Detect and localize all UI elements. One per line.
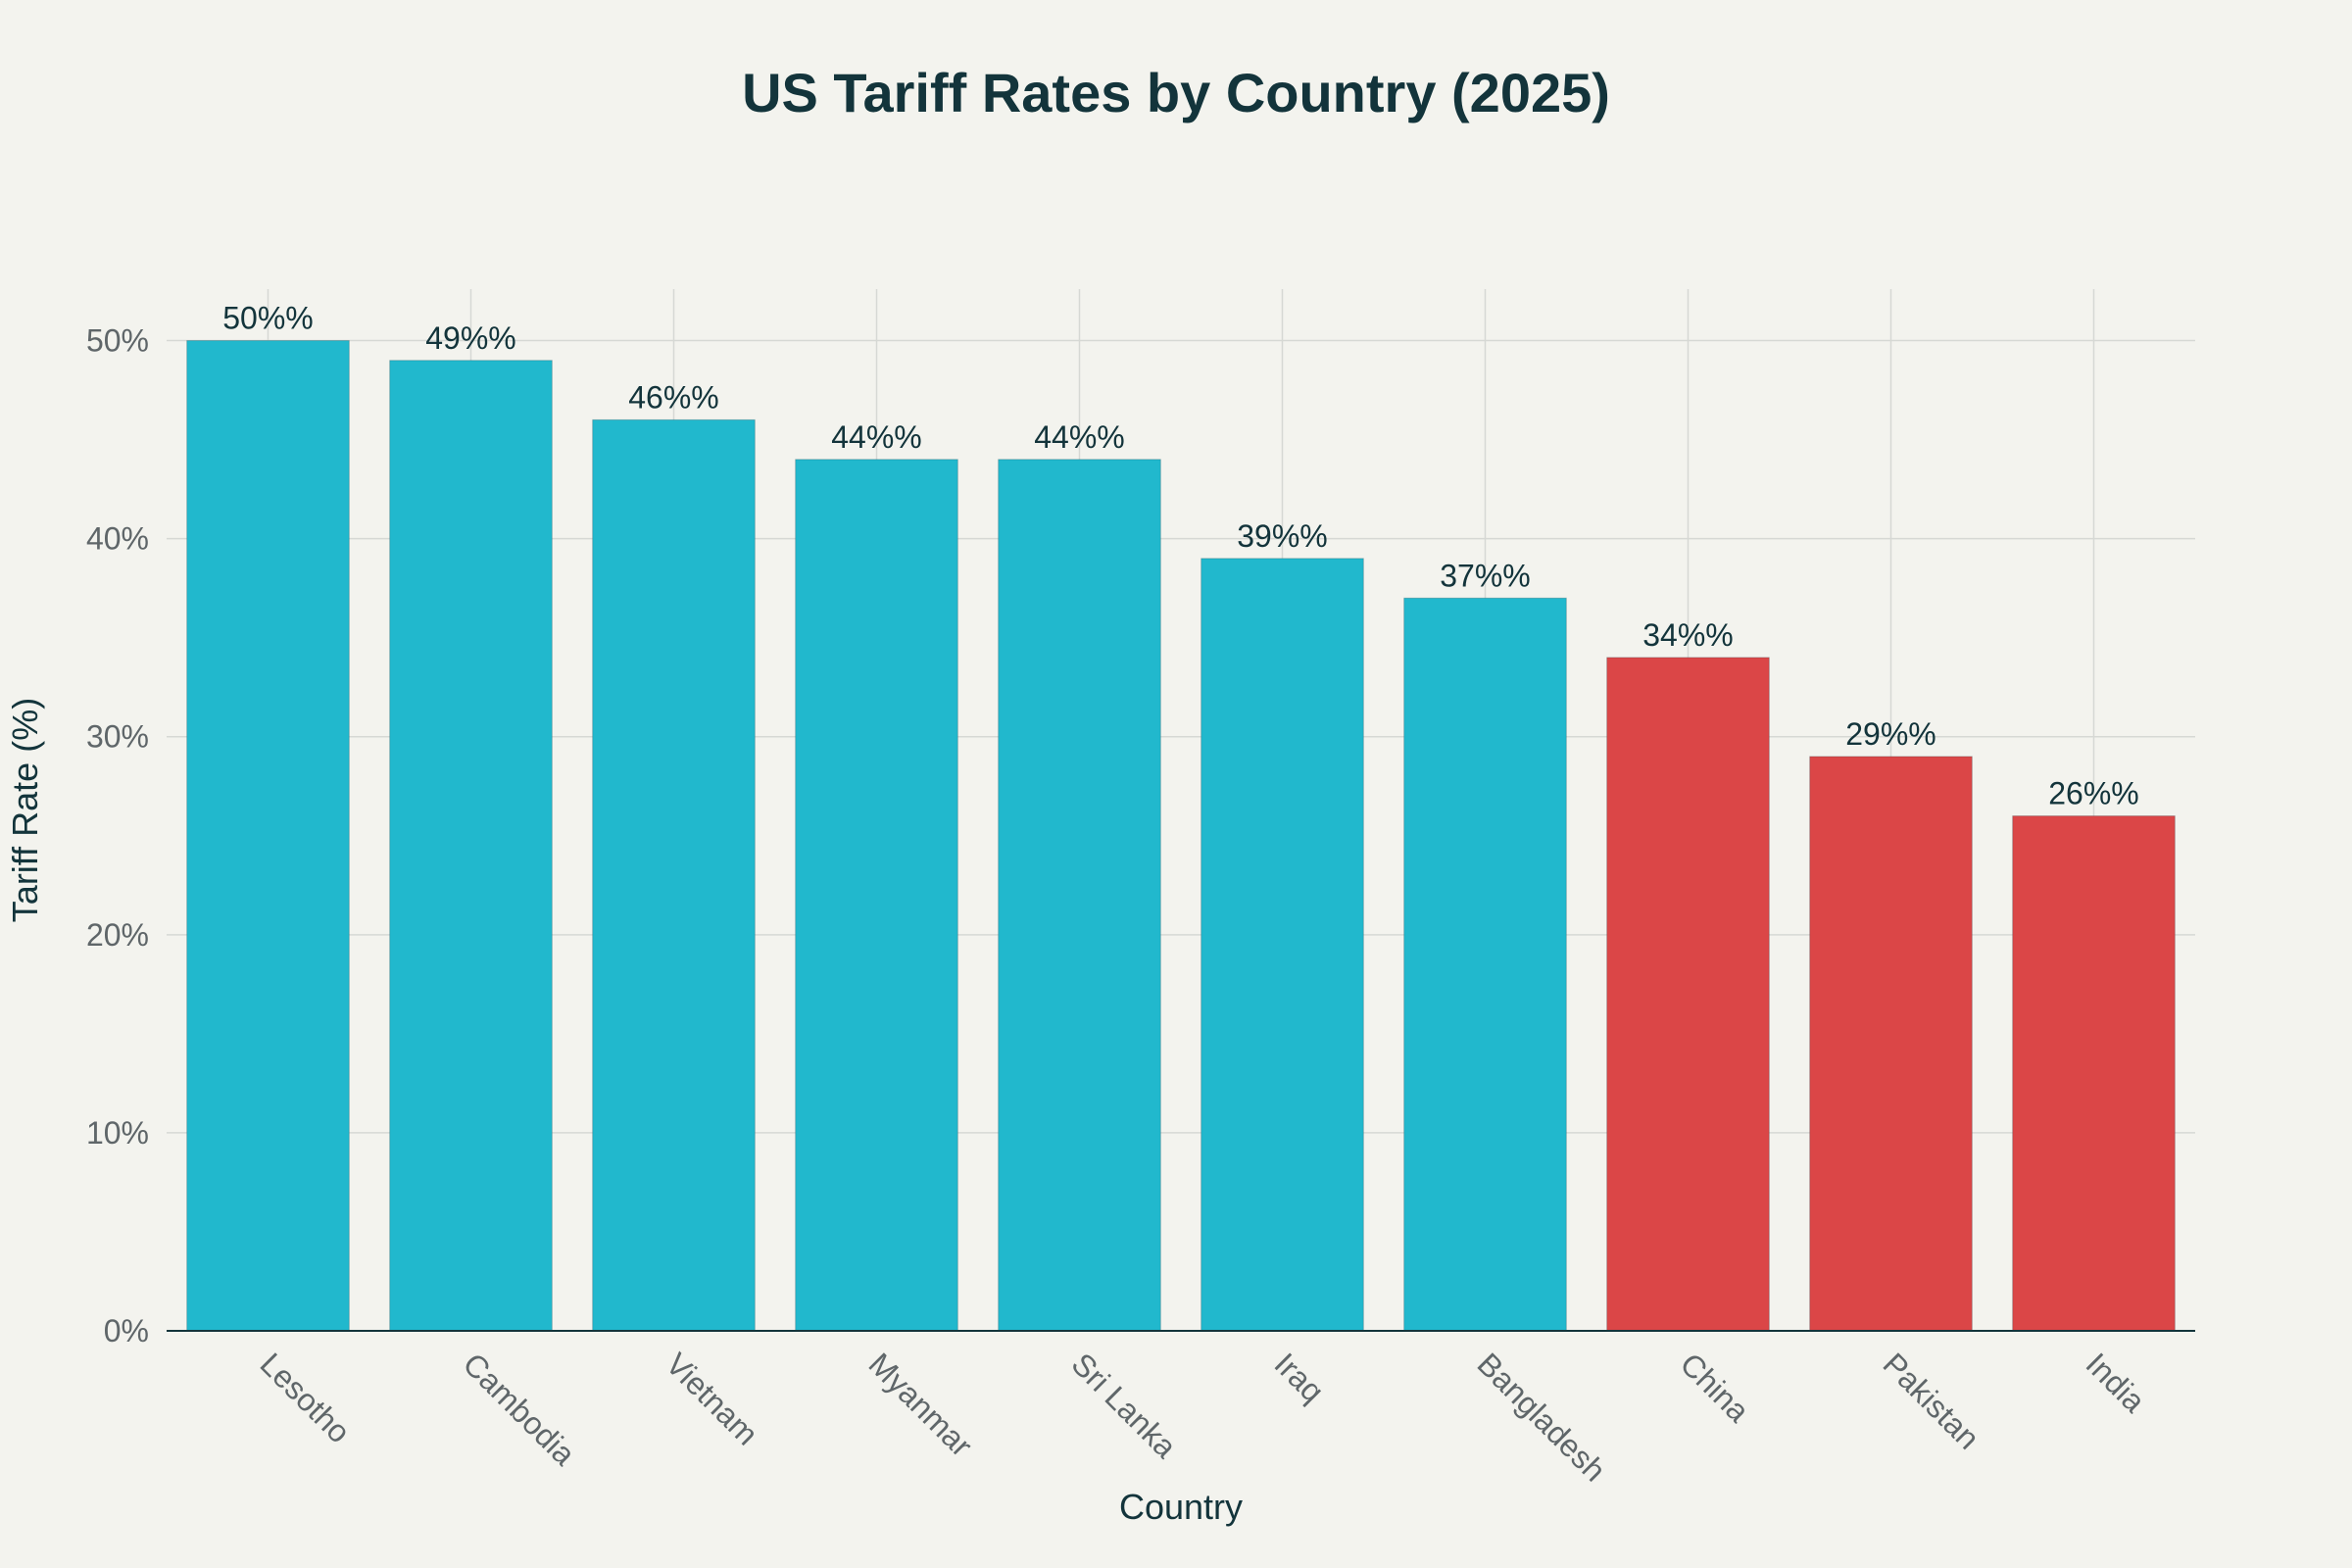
bar-vietnam[interactable]	[592, 418, 756, 1332]
x-tick-label: Lesotho	[254, 1346, 358, 1449]
bar-cambodia[interactable]	[389, 360, 553, 1332]
y-tick-label: 10%	[86, 1115, 149, 1151]
x-axis-ticks: Lesotho Cambodia Vietnam Myanmar Sri Lanka Ir…	[254, 1346, 2153, 1488]
x-tick-label: Sri Lanka	[1065, 1346, 1184, 1464]
bar-bangladesh[interactable]	[1403, 597, 1567, 1332]
bar-value-label: 37%%	[1440, 558, 1531, 593]
bar-value-label: 49%%	[425, 320, 516, 356]
y-tick-label: 0%	[104, 1313, 149, 1348]
x-tick-label: Iraq	[1268, 1346, 1331, 1408]
bar-value-label: 39%%	[1237, 518, 1328, 554]
bar-china[interactable]	[1606, 657, 1770, 1332]
bar-value-label: 44%%	[831, 419, 922, 455]
bar-value-label: 44%%	[1034, 419, 1125, 455]
bar-myanmar[interactable]	[795, 459, 958, 1332]
x-tick-label: Cambodia	[457, 1346, 583, 1472]
y-axis-title: Tariff Rate (%)	[5, 698, 45, 922]
y-tick-label: 50%	[86, 323, 149, 359]
bar-lesotho[interactable]	[186, 340, 350, 1332]
y-axis-ticks: 0% 10% 20% 30% 40% 50%	[86, 323, 149, 1348]
y-tick-label: 20%	[86, 917, 149, 953]
bar-value-label: 26%%	[2048, 776, 2139, 811]
bar-value-label: 34%%	[1642, 617, 1734, 653]
x-tick-label: Bangladesh	[1471, 1346, 1613, 1488]
x-tick-label: India	[2080, 1346, 2153, 1419]
y-tick-label: 30%	[86, 719, 149, 755]
x-tick-label: Myanmar	[862, 1346, 980, 1463]
x-tick-label: Vietnam	[660, 1346, 765, 1451]
bars	[186, 340, 2176, 1332]
bar-india[interactable]	[2012, 815, 2176, 1332]
x-axis-title: Country	[1119, 1487, 1243, 1527]
bar-iraq[interactable]	[1200, 558, 1364, 1332]
y-tick-label: 40%	[86, 521, 149, 557]
bar-value-label: 46%%	[628, 379, 719, 415]
chart-title: US Tariff Rates by Country (2025)	[742, 62, 1610, 123]
bar-value-label: 29%%	[1845, 716, 1936, 752]
data-labels: 50%% 49%% 46%% 44%% 44%% 39%% 37%% 34%% 29%% 26%%	[222, 301, 2139, 811]
bar-sri-lanka[interactable]	[998, 459, 1161, 1332]
bar-pakistan[interactable]	[1809, 756, 1973, 1332]
x-tick-label: China	[1674, 1346, 1757, 1429]
bar-value-label: 50%%	[222, 301, 314, 336]
x-tick-label: Pakistan	[1877, 1346, 1986, 1455]
